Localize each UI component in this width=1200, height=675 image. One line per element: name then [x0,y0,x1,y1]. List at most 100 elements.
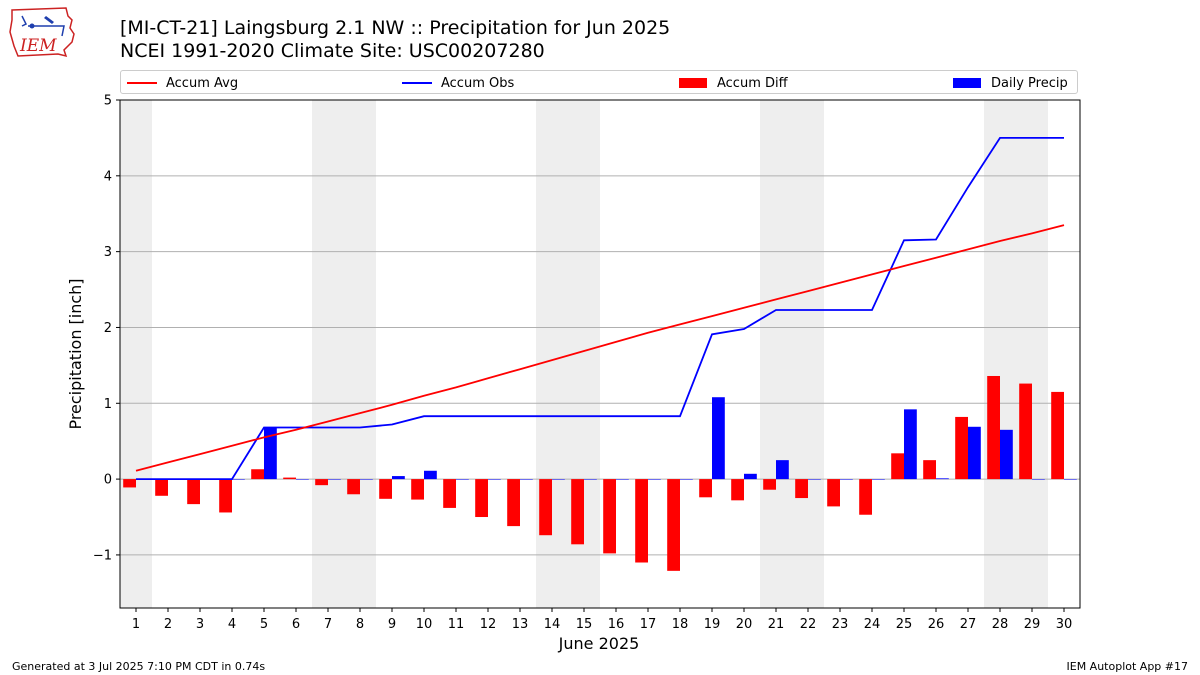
accum-diff-bar [859,479,872,515]
y-tick-label: −1 [93,548,112,563]
accum-obs-line [136,136,1064,481]
x-tick-label: 17 [640,617,657,632]
daily-precip-bar [136,479,149,480]
daily-precip-bar [648,479,661,480]
accum-diff-bar [763,479,776,490]
legend-item-accum-diff: Accum Diff [679,74,788,92]
accum-diff-bar [1051,391,1064,480]
x-tick-label: 13 [512,617,529,632]
daily-precip-bar [200,479,213,480]
x-tick-label: 11 [448,617,465,632]
accum-diff-bar [411,479,424,500]
x-tick-label: 30 [1056,617,1073,632]
legend-swatch-accum-obs [402,82,432,84]
accum-diff-bar [635,479,648,563]
x-tick-label: 15 [576,617,593,632]
weekend-shade-day-1 [120,100,152,608]
weekend-shade-day-21 [760,100,792,608]
daily-precip-bar [456,479,469,480]
daily-precip-bar [1064,479,1077,480]
daily-precip-bar [520,479,533,480]
x-axis-label: June 2025 [558,634,640,653]
x-tick-label: 25 [896,617,913,632]
weekend-shading [120,100,1048,608]
accum-avg-line [135,224,1065,472]
daily-precip-bar [1000,429,1013,480]
daily-precip-bar [936,478,949,480]
x-tick-label: 18 [672,617,689,632]
x-axis-ticks: 1 2 3 4 5 6 7 8 9 10 11 12 13 14 15 16 17 18 19 20 21 22 23 24 2… [132,608,1072,632]
daily-precip-bar [808,479,821,480]
y-tick-label: 4 [104,169,112,184]
weekend-shade-day-28 [984,100,1016,608]
y-tick-label: 1 [104,397,112,412]
accum-diff-bar [123,479,136,488]
daily-precip-bar [872,479,885,480]
weekend-shade-day-22 [792,100,824,608]
daily-precip-bar [360,479,373,480]
y-tick-label: 2 [104,321,112,336]
accum-diff-bar [347,479,360,495]
x-tick-label: 12 [480,617,497,632]
accum-diff-bar [923,460,936,480]
daily-precip-bar [552,479,565,480]
accum-diff-bar [827,479,840,507]
accum-diff-bar [699,479,712,498]
weekend-shade-day-8 [344,100,376,608]
x-tick-label: 8 [356,617,364,632]
x-tick-label: 24 [864,617,881,632]
accum-diff-bar [187,479,200,505]
x-tick-label: 27 [960,617,977,632]
x-tick-label: 16 [608,617,625,632]
accum-diff-bar [667,479,680,571]
footer-app-text: IEM Autoplot App #17 [1066,660,1189,673]
x-tick-label: 20 [736,617,753,632]
daily-precip-bar [840,479,853,480]
daily-precip-bar [968,426,981,480]
accum-diff-bar [379,479,392,499]
accum-diff-bar [795,479,808,499]
daily-precip-bar [776,460,789,480]
daily-precip-bar [168,479,181,480]
x-tick-label: 14 [544,617,561,632]
daily-precip-bar [1032,479,1045,480]
x-tick-label: 6 [292,617,300,632]
daily-precip-bar [680,479,693,480]
daily-precip-bar [744,473,757,480]
iem-logo: IEM [9,7,75,58]
accum-diff-bar [571,479,584,545]
x-tick-label: 21 [768,617,785,632]
x-tick-label: 26 [928,617,945,632]
weekend-shade-day-14 [536,100,568,608]
x-tick-label: 5 [260,617,268,632]
x-tick-label: 7 [324,617,332,632]
weekend-shade-day-15 [568,100,600,608]
daily-precip-bar [328,479,341,480]
y-axis-ticks: −1 0 1 2 3 4 5 [93,94,120,563]
plot-frame [119,99,1081,609]
daily-precip-bar [584,479,597,480]
accum-diff-bar [1019,383,1032,480]
x-tick-label: 28 [992,617,1009,632]
x-tick-label: 4 [228,617,236,632]
chart-legend: Accum Avg Accum Obs Accum Diff Daily Pre… [120,70,1078,94]
chart-title-line-1: [MI-CT-21] Laingsburg 2.1 NW :: Precipit… [120,17,671,39]
daily-precip-bar [904,409,917,480]
accum-diff-bar [155,479,168,496]
x-tick-label: 22 [800,617,817,632]
accum-diff-bar [603,479,616,554]
accum-diff-bar [731,479,744,501]
accum-diff-bar [955,416,968,480]
chart-title-line-2: NCEI 1991-2020 Climate Site: USC00207280 [120,40,545,62]
x-tick-label: 1 [132,617,140,632]
daily-precip-bar [392,476,405,480]
legend-item-accum-avg: Accum Avg [127,74,238,92]
accum-diff-bar [251,469,264,480]
accum-diff-bar [475,479,488,518]
x-tick-label: 19 [704,617,721,632]
bar-marks [123,375,1077,571]
weekend-shade-day-7 [312,100,344,608]
accum-diff-bar [443,479,456,508]
line-marks [135,136,1065,481]
